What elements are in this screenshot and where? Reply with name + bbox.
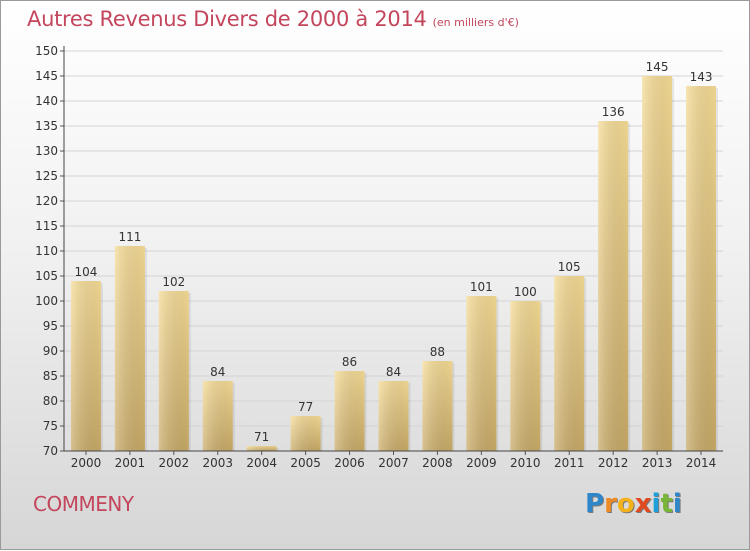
bar-highlight [598,121,629,451]
axes: 70 75 80 85 90 95 100 105 110 115 120 125 130 135 140 1… [35,44,723,470]
bar-value-label: 143 [690,70,713,84]
x-tick-label: 2007 [378,456,409,470]
x-tick-label: 2000 [71,456,102,470]
bar-value-label: 71 [254,430,269,444]
y-tick-label: 130 [35,144,58,158]
bar-value-label: 101 [470,280,493,294]
y-tick-label: 70 [43,444,58,458]
logo-letter: o [616,489,635,519]
bars: 104 111 102 84 71 77 86 84 88 101 100 105 136 145 143 [70,60,719,451]
y-tick-label: 95 [43,319,58,333]
logo-letter: x [634,489,652,519]
y-tick-label: 80 [43,394,58,408]
y-tick-label: 125 [35,169,58,183]
bar-highlight [686,86,717,451]
bar-highlight [158,291,189,451]
bar-value-label: 102 [162,275,185,289]
bar-highlight [422,361,453,451]
bar-value-label: 104 [75,265,98,279]
bar-value-label: 84 [386,365,401,379]
bar-highlight [290,416,321,451]
bar-highlight [70,281,101,451]
bar-highlight [378,381,409,451]
bar-highlight [334,371,365,451]
y-tick-label: 110 [35,244,58,258]
bar-highlight [466,296,497,451]
bar-value-label: 105 [558,260,581,274]
bar-highlight [642,76,673,451]
x-tick-label: 2012 [598,456,629,470]
bar-highlight [246,446,277,451]
logo-letter: i [651,489,661,519]
bar-highlight [114,246,145,451]
x-tick-label: 2003 [202,456,233,470]
y-tick-label: 145 [35,69,58,83]
y-tick-label: 135 [35,119,58,133]
x-tick-label: 2002 [159,456,190,470]
x-tick-label: 2010 [510,456,541,470]
bar-highlight [510,301,541,451]
bar-value-label: 111 [118,230,141,244]
logo-letter: t [660,489,673,519]
bar-value-label: 86 [342,355,357,369]
y-tick-label: 75 [43,419,58,433]
bar-highlight [202,381,233,451]
bar-highlight [554,276,585,451]
x-tick-label: 2006 [334,456,365,470]
proxiti-logo: Proxiti [585,489,682,519]
y-tick-label: 115 [35,219,58,233]
y-tick-label: 120 [35,194,58,208]
x-tick-label: 2008 [422,456,453,470]
y-tick-label: 100 [35,294,58,308]
commune-name: COMMENY [33,492,134,516]
bar-value-label: 77 [298,400,313,414]
bar-value-label: 136 [602,105,625,119]
x-tick-label: 2009 [466,456,497,470]
logo-letter: r [604,489,617,519]
x-tick-label: 2011 [554,456,585,470]
bar-value-label: 100 [514,285,537,299]
x-tick-label: 2001 [115,456,146,470]
chart-title: Autres Revenus Divers de 2000 à 2014 (en … [27,7,519,31]
bar-value-label: 88 [430,345,445,359]
chart-unit: (en milliers d'€) [432,16,519,29]
x-tick-label: 2013 [642,456,673,470]
bar-value-label: 145 [646,60,669,74]
y-tick-label: 90 [43,344,58,358]
x-tick-label: 2014 [686,456,717,470]
y-tick-label: 85 [43,369,58,383]
logo-letter: i [672,489,682,519]
y-tick-label: 150 [35,44,58,58]
y-tick-label: 140 [35,94,58,108]
bar-value-label: 84 [210,365,225,379]
logo-letter: P [585,489,605,519]
y-tick-label: 105 [35,269,58,283]
chart-title-main: Autres Revenus Divers de 2000 à 2014 [27,7,427,31]
x-tick-label: 2004 [246,456,277,470]
x-tick-label: 2005 [290,456,321,470]
